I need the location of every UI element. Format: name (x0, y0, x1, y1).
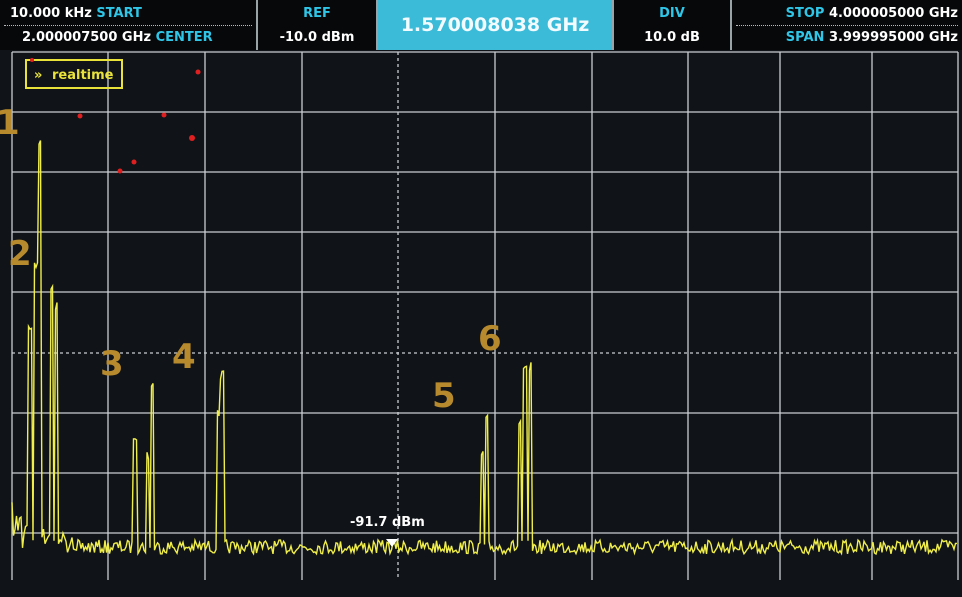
annotation: 5 (432, 376, 456, 416)
mode-label: realtime (52, 68, 114, 83)
page: 10.000 kHz START 2.000007500 GHz CENTER … (0, 0, 962, 597)
ref-box: REF -10.0 dBm (258, 0, 378, 50)
header: 10.000 kHz START 2.000007500 GHz CENTER … (0, 0, 962, 50)
center-label: CENTER (156, 30, 213, 45)
separator (4, 25, 252, 26)
stop-value: 4.000005000 GHz (829, 6, 958, 21)
span-label: SPAN (786, 30, 825, 45)
start-row: 10.000 kHz START (10, 6, 256, 21)
start-label: START (96, 6, 142, 21)
marker-level: -91.7 dBm (350, 515, 425, 530)
annotation: 2 (8, 234, 32, 274)
stop-label: STOP (786, 6, 825, 21)
separator (736, 25, 958, 26)
marker-frequency: 1.570008038 GHz (378, 0, 612, 50)
annotation: 3 (100, 344, 124, 384)
spectrum-screen: » realtime -91.7 dBm 1 2 3 4 5 6 (0, 50, 962, 597)
ref-value: -10.0 dBm (258, 30, 376, 45)
ref-label: REF (258, 6, 376, 21)
span-value: 3.999995000 GHz (829, 30, 958, 45)
annotation: 1 (0, 103, 20, 143)
annotation: 4 (172, 337, 196, 377)
stop-span-box: STOP 4.000005000 GHz SPAN 3.999995000 GH… (732, 0, 962, 50)
div-label: DIV (614, 6, 730, 21)
annotation: 6 (478, 319, 502, 359)
span-row: SPAN 3.999995000 GHz (732, 30, 958, 45)
mode-prefix: » (34, 68, 42, 83)
center-row: 2.000007500 GHz CENTER (22, 30, 256, 45)
stop-row: STOP 4.000005000 GHz (732, 6, 958, 21)
div-value: 10.0 dB (614, 30, 730, 45)
start-center-box: 10.000 kHz START 2.000007500 GHz CENTER (0, 0, 258, 50)
div-box: DIV 10.0 dB (612, 0, 732, 50)
start-value: 10.000 kHz (10, 6, 92, 21)
center-value: 2.000007500 GHz (22, 30, 151, 45)
